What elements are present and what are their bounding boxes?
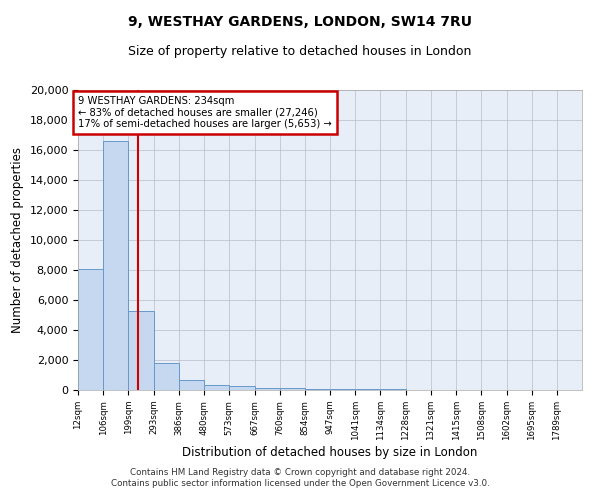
Text: Contains HM Land Registry data © Crown copyright and database right 2024.
Contai: Contains HM Land Registry data © Crown c… (110, 468, 490, 487)
Bar (128, 310, 154, 390)
Bar (305, 389, 330, 390)
Bar (280, 388, 305, 390)
Bar (204, 385, 229, 390)
Bar (330, 389, 355, 390)
X-axis label: Distribution of detached houses by size in London: Distribution of detached houses by size … (182, 446, 478, 458)
Bar (254, 388, 280, 390)
Text: Size of property relative to detached houses in London: Size of property relative to detached ho… (128, 45, 472, 58)
Bar (229, 386, 254, 390)
Bar (179, 380, 204, 390)
Bar (103, 141, 128, 390)
Bar (154, 363, 179, 390)
Text: 9 WESTHAY GARDENS: 234sqm
← 83% of detached houses are smaller (27,246)
17% of s: 9 WESTHAY GARDENS: 234sqm ← 83% of detac… (78, 96, 332, 129)
Y-axis label: Number of detached properties: Number of detached properties (11, 147, 24, 333)
Text: 9, WESTHAY GARDENS, LONDON, SW14 7RU: 9, WESTHAY GARDENS, LONDON, SW14 7RU (128, 15, 472, 29)
Bar (78, 268, 103, 390)
